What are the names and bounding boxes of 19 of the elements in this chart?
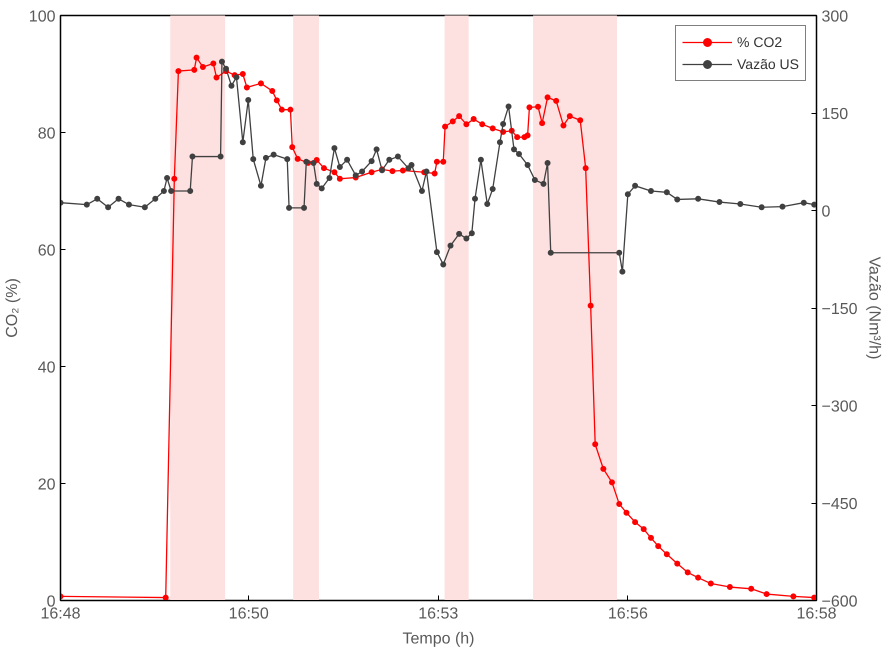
x-tick-label: 16:56 bbox=[608, 606, 648, 622]
y-tick-label: 20 bbox=[38, 476, 56, 494]
y2-tick-label: 300 bbox=[822, 8, 848, 26]
y-axis-title: CO₂ (%) bbox=[4, 278, 21, 338]
y-tick-label: 100 bbox=[28, 8, 56, 26]
x-tick-label: 16:53 bbox=[418, 606, 458, 622]
y-tick-label: 60 bbox=[38, 242, 56, 260]
y2-tick-label: 150 bbox=[822, 106, 848, 123]
x-axis-title: Tempo (h) bbox=[402, 630, 475, 648]
y2-tick-label: −150 bbox=[822, 301, 858, 318]
y2-axis-title: Vazão (Nm³/h) bbox=[866, 256, 883, 360]
y-tick-label: 40 bbox=[38, 360, 56, 376]
y2-tick-label: −300 bbox=[822, 398, 858, 416]
legend-label: Vazão US bbox=[737, 56, 799, 72]
y-tick-label: 80 bbox=[38, 126, 56, 142]
legend-label: % CO2 bbox=[737, 34, 782, 50]
x-tick-label: 16:50 bbox=[228, 606, 269, 622]
y2-tick-label: −450 bbox=[822, 496, 858, 513]
y2-tick-label: 0 bbox=[822, 204, 830, 220]
